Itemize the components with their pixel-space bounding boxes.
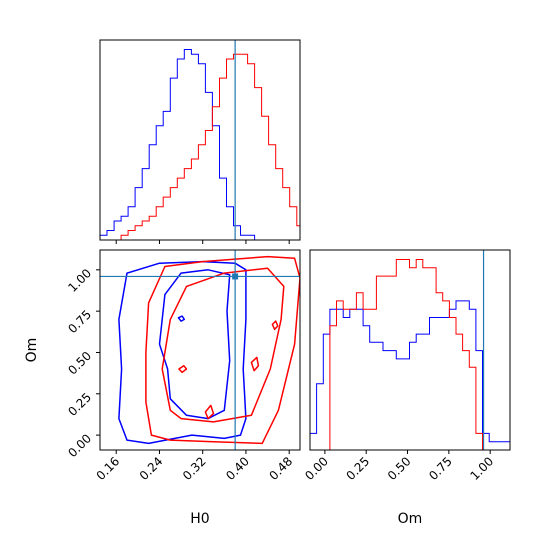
h0-tick-label: 0.32: [180, 454, 209, 483]
axis-labels: H0 Om Om: [24, 338, 422, 527]
h0-om-contour-panel: 0.16 0.24 0.32 0.40 0.48 0.00 0.25 0.50 0.75 1.00: [65, 249, 301, 483]
contour-red-level: [271, 320, 279, 331]
om-y-axis-title: Om: [24, 338, 40, 363]
contour-red-level: [161, 267, 285, 423]
h0-axis-title: H0: [190, 511, 209, 527]
h0-tick-label: 0.48: [267, 454, 296, 483]
om-tick-label: 1.00: [65, 266, 94, 295]
h0-tick-label: 0.24: [137, 454, 166, 483]
contour-red-level: [204, 404, 215, 420]
h0-histogram-blue-series: [100, 49, 300, 241]
om-tick-label: 0.25: [65, 390, 94, 419]
om-histogram-red-series: [310, 259, 510, 451]
contour-red-level: [178, 364, 188, 374]
om-tick-label: 0.75: [426, 454, 455, 483]
contour-blue-level: [177, 315, 186, 322]
om-tick-label: 0.50: [385, 454, 414, 483]
contour-red-level: [250, 356, 260, 372]
om-axis-title: Om: [398, 511, 423, 527]
om-histogram-frame: [309, 249, 511, 451]
om-tick-label: 0.75: [65, 307, 94, 336]
om-tick-label: 0.50: [65, 349, 94, 378]
h0-histogram-frame: [99, 39, 301, 241]
om-histogram-blue-series: [310, 300, 510, 443]
om-tick-label: 0.25: [344, 454, 373, 483]
truth-marker: [232, 273, 239, 280]
contour-blue-level: [118, 260, 247, 445]
contour-panel-frame: [99, 249, 301, 451]
om-tick-label: 0.00: [302, 454, 331, 483]
om-tick-label: 0.00: [65, 431, 94, 460]
h0-tick-label: 0.40: [223, 454, 252, 483]
h0-tick-label: 0.16: [94, 454, 123, 483]
contour-red-level: [145, 255, 300, 445]
om-tick-label: 1.00: [467, 454, 496, 483]
om-histogram-panel: 0.00 0.25 0.50 0.75 1.00: [302, 249, 511, 483]
contour-group: [118, 255, 300, 445]
h0-histogram-panel: [99, 39, 301, 244]
contour-blue-level: [158, 269, 231, 420]
h0-histogram-red-series: [100, 53, 300, 241]
